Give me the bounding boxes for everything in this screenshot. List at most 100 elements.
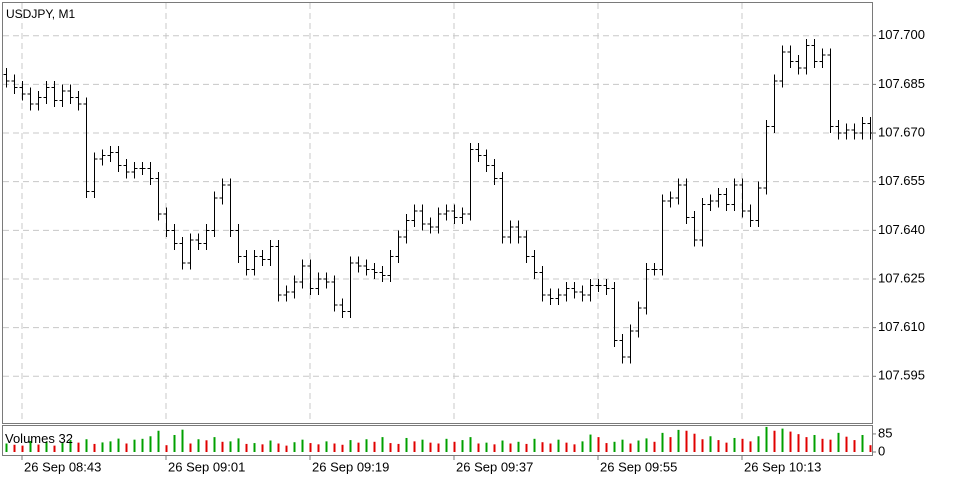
volume-bar: [533, 438, 536, 452]
volume-bar: [93, 443, 96, 452]
volume-bar: [525, 443, 528, 452]
volume-bar: [573, 444, 576, 452]
volume-bar: [381, 437, 384, 452]
volume-bar: [5, 443, 8, 452]
volume-bar: [853, 440, 856, 452]
volume-bar: [461, 440, 464, 452]
volume-bar: [413, 441, 416, 452]
volume-panel-frame: [2, 425, 873, 456]
volume-bar: [37, 444, 40, 452]
volume-bar: [157, 430, 160, 452]
volume-bar: [749, 441, 752, 452]
y-tick-label: 107.625: [878, 270, 925, 285]
y-tick-label: 107.655: [878, 173, 925, 188]
price-bars: [3, 38, 874, 364]
volume-bar: [613, 441, 616, 452]
volume-bar: [429, 442, 432, 452]
volume-bar: [629, 443, 632, 452]
x-tick-label: 26 Sep 09:55: [600, 459, 677, 474]
volume-bar: [237, 438, 240, 452]
volume-bar: [229, 441, 232, 452]
volume-bar: [173, 434, 176, 452]
volume-bar: [261, 444, 264, 452]
volume-bar: [245, 443, 248, 452]
volume-bar: [29, 440, 32, 452]
volume-bar: [717, 440, 720, 452]
x-tick-label: 26 Sep 09:37: [456, 459, 533, 474]
volume-bar: [21, 445, 24, 452]
volume-bar: [421, 439, 424, 452]
volume-bar: [101, 442, 104, 452]
volume-bar: [829, 439, 832, 452]
volume-bar: [557, 439, 560, 452]
volume-bar: [797, 434, 800, 452]
volume-bar: [213, 437, 216, 452]
volume-bar: [189, 443, 192, 452]
volume-bar: [253, 443, 256, 452]
volume-bar: [845, 436, 848, 452]
volume-bar: [501, 440, 504, 452]
volume-bar: [125, 443, 128, 452]
volume-bar: [789, 431, 792, 452]
volume-bar: [269, 440, 272, 452]
volume-bar: [493, 444, 496, 452]
y-tick-label: 107.685: [878, 76, 925, 91]
volume-bar: [541, 442, 544, 452]
volume-bar: [645, 438, 648, 452]
volume-bar: [181, 429, 184, 452]
x-tick-label: 26 Sep 10:13: [744, 459, 821, 474]
volume-bar: [69, 440, 72, 452]
volume-tick-label: 85: [878, 425, 892, 440]
volume-bar: [165, 445, 168, 452]
volume-bar: [509, 443, 512, 452]
y-tick-label: 107.700: [878, 27, 925, 42]
price-panel-frame: [2, 2, 873, 424]
volume-bar: [821, 438, 824, 452]
volume-bar: [837, 432, 840, 452]
x-tick-label: 26 Sep 09:19: [312, 459, 389, 474]
volume-bar: [277, 443, 280, 452]
volume-bar: [53, 445, 56, 452]
volume-bar: [861, 434, 864, 452]
volume-bar: [149, 436, 152, 452]
volume-bar: [445, 438, 448, 452]
volume-tick-label: 0: [878, 443, 885, 458]
volume-bar: [61, 443, 64, 452]
y-tick-label: 107.595: [878, 368, 925, 383]
y-tick-label: 107.610: [878, 319, 925, 334]
volume-bar: [333, 443, 336, 452]
volume-bar: [813, 434, 816, 452]
volume-bar: [221, 441, 224, 452]
volume-bar: [581, 441, 584, 452]
volume-bar: [109, 441, 112, 452]
volume-bar: [357, 442, 360, 452]
volume-bar: [677, 429, 680, 452]
volume-bar: [621, 439, 624, 452]
volume-bar: [373, 441, 376, 452]
volume-bar: [293, 442, 296, 452]
volume-bar: [325, 441, 328, 452]
axes: 107.700 107.685 107.670 107.655 107.640 107.6…: [21, 27, 925, 474]
volume-bar: [781, 428, 784, 452]
volume-bar: [477, 443, 480, 452]
volume-bar: [597, 437, 600, 452]
volume-bar: [661, 432, 664, 452]
volume-bar: [141, 438, 144, 452]
volume-bar: [485, 442, 488, 452]
volume-bar: [701, 439, 704, 452]
volume-bar: [693, 433, 696, 452]
volume-bar: [637, 440, 640, 452]
volume-bar: [765, 426, 768, 452]
volume-bar: [725, 442, 728, 452]
volume-bar: [565, 442, 568, 452]
volume-bar: [309, 443, 312, 452]
volume-bar: [589, 434, 592, 452]
x-tick-label: 26 Sep 09:01: [168, 459, 245, 474]
volume-bar: [757, 436, 760, 452]
volume-bar: [805, 437, 808, 452]
volume-last-value: 32: [59, 431, 73, 446]
volume-bar: [405, 437, 408, 452]
volume-bar: [397, 443, 400, 452]
volume-bar: [741, 438, 744, 452]
